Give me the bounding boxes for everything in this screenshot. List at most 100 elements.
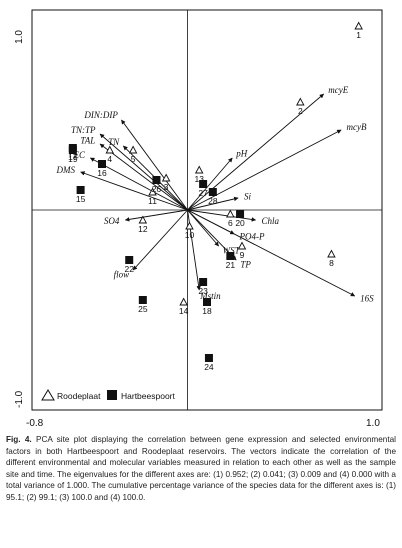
vector-label: Mstin — [199, 291, 221, 301]
roodeplaat-point — [327, 249, 336, 258]
point-label: 21 — [226, 260, 236, 270]
vector-label: EC — [73, 150, 86, 160]
vector-label: mcyE — [328, 85, 348, 95]
point-label: 6 — [228, 218, 233, 228]
roodeplaat-point — [354, 21, 363, 30]
point-label: 19 — [68, 154, 78, 164]
hartbeespoort-point — [76, 186, 85, 194]
roodeplaat-point — [138, 215, 148, 224]
roodeplaat-point — [148, 187, 157, 196]
hartbeespoort-point — [152, 176, 161, 184]
vector-arrow — [132, 209, 188, 271]
vector-arrow — [80, 171, 188, 211]
point-label: 23 — [198, 286, 208, 296]
vector-arrow — [99, 143, 188, 211]
vector-arrow — [187, 209, 237, 261]
roodeplaat-point — [296, 97, 305, 106]
point-label: 28 — [208, 196, 218, 206]
point-label: 10 — [185, 230, 195, 240]
roodeplaat-point — [185, 221, 194, 230]
point-label: 8 — [329, 258, 334, 268]
point-label: 2 — [298, 106, 303, 116]
vector-label: DIN:DIP — [83, 110, 118, 120]
legend: Roodeplaat Hartbeespoort — [41, 389, 176, 401]
vector-arrow — [121, 119, 188, 211]
legend-square-icon — [107, 390, 117, 400]
roodeplaat-point — [128, 145, 138, 154]
roodeplaat-point — [194, 165, 204, 174]
y-tick-max: 1.0 — [14, 30, 25, 44]
vector-label: TN:TP — [71, 125, 96, 135]
point-label: 4 — [107, 154, 112, 164]
point-label: 18 — [202, 306, 212, 316]
vector-label: TP — [240, 259, 251, 269]
hartbeespoort-point — [138, 296, 147, 304]
point-label: 27 — [198, 188, 208, 198]
vector-arrow — [187, 157, 233, 211]
hartbeespoort-point — [208, 188, 217, 196]
vector-label: Chla — [262, 216, 280, 226]
point-label: 14 — [179, 306, 189, 316]
point-label: 12 — [138, 224, 148, 234]
pca-site-plot: mcyE mcyB pH Si Chla PO4-P WST TP 16S Mstin flow SO… — [14, 9, 383, 429]
point-label: 13 — [194, 174, 204, 184]
hartbeespoort-point — [236, 210, 245, 218]
hartbeespoort-point — [125, 256, 134, 264]
vector-label: pH — [235, 148, 248, 158]
point-label: 15 — [76, 194, 86, 204]
legend-label-hartbeespoort: Hartbeespoort — [121, 391, 176, 401]
vector-label: 16S — [360, 294, 374, 304]
figure-caption: Fig. 4. PCA site plot displaying the cor… — [6, 434, 396, 504]
vector-label: TAL — [80, 135, 95, 145]
vector-arrow — [187, 209, 220, 247]
y-tick-min: -1.0 — [14, 390, 25, 408]
legend-triangle-icon — [41, 389, 55, 401]
vector-arrow — [187, 209, 257, 222]
hartbeespoort-point — [203, 298, 211, 306]
caption-label: Fig. 4. — [6, 435, 32, 444]
vector-arrow — [187, 129, 342, 211]
point-label: 11 — [148, 196, 157, 206]
hartbeespoort-point — [199, 180, 208, 188]
vectors-group: mcyE mcyB pH Si Chla PO4-P WST TP 16S Mstin flow SO… — [55, 85, 374, 304]
point-label: 22 — [124, 264, 134, 274]
point-label: 17 — [68, 152, 78, 162]
point-label: 3 — [164, 182, 169, 192]
vector-label: Si — [244, 192, 252, 202]
roodeplaat-point — [226, 209, 235, 218]
x-tick-max: 1.0 — [366, 418, 380, 429]
roodeplaat-point — [161, 173, 171, 182]
hartbeespoort-point — [204, 354, 213, 362]
vector-label: DMS — [55, 165, 75, 175]
vector-arrow — [187, 196, 239, 211]
point-label: 20 — [235, 218, 245, 228]
roodeplaat-point — [237, 241, 247, 250]
roodeplaat-point — [179, 297, 188, 306]
legend-label-roodeplaat: Roodeplaat — [57, 391, 101, 401]
point-label: 25 — [138, 304, 148, 314]
vector-arrow — [99, 133, 188, 211]
caption-text: PCA site plot displaying the correlation… — [6, 435, 397, 502]
vector-label: TN — [108, 137, 120, 147]
hartbeespoort-point — [199, 278, 208, 286]
roodeplaat-point — [105, 145, 115, 154]
vector-arrow — [89, 157, 188, 211]
point-label: 5 — [131, 154, 136, 164]
vector-arrow — [124, 209, 188, 222]
vector-label: SO4 — [104, 216, 120, 226]
point-label: 16 — [97, 168, 107, 178]
vector-label: flow — [114, 269, 130, 279]
origin-axes — [32, 10, 382, 410]
point-label: 9 — [240, 250, 245, 260]
hartbeespoort-point — [68, 146, 77, 154]
x-tick-min: -0.8 — [26, 418, 44, 429]
vector-label: PO4-P — [239, 232, 265, 242]
point-label: 1 — [356, 30, 361, 40]
vector-label: mcyB — [346, 122, 366, 132]
hartbeespoort-point — [98, 160, 106, 168]
vector-arrow — [187, 209, 356, 297]
hartbeespoort-point — [226, 252, 235, 260]
vector-arrow — [187, 93, 325, 211]
vector-label: WST — [223, 246, 241, 256]
